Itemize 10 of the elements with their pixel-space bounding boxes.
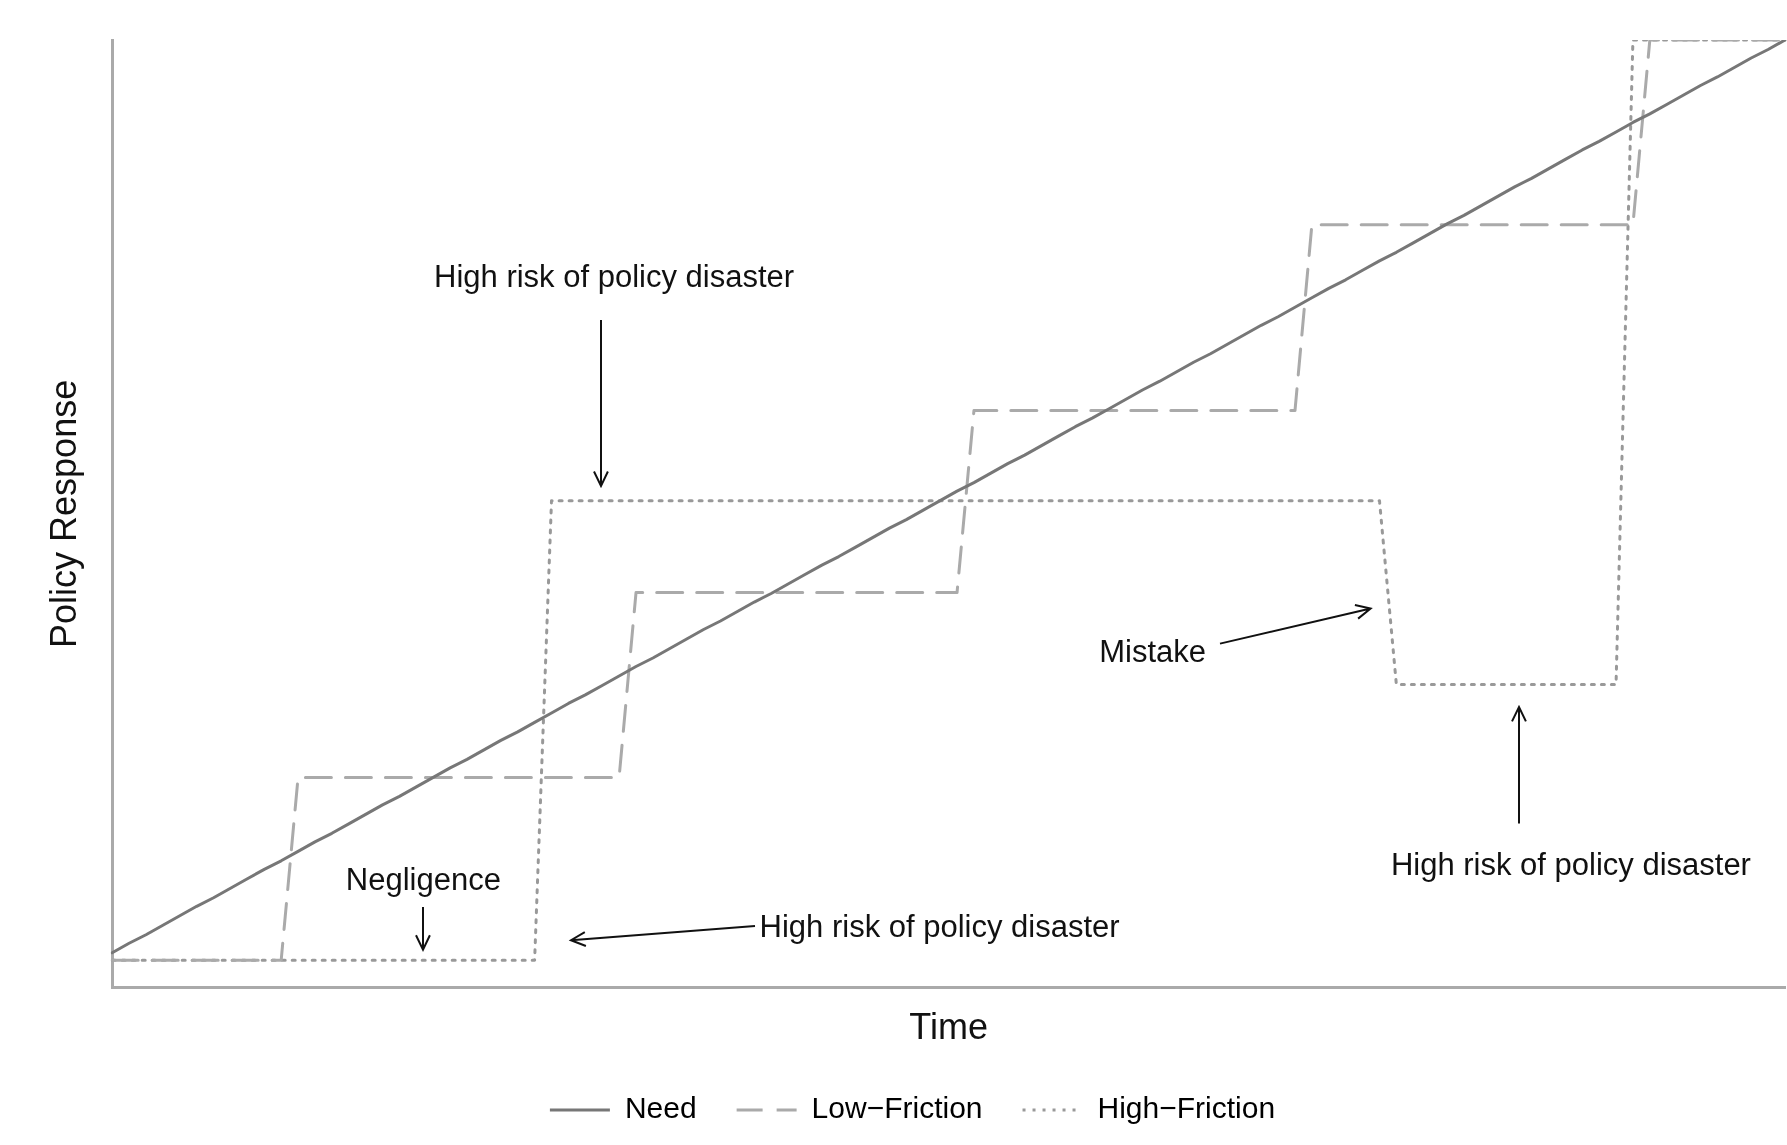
legend-label: Need <box>624 1091 697 1125</box>
annotation: High risk of policy disaster <box>434 259 795 295</box>
annotation: Negligence <box>345 862 501 898</box>
x-axis-title: Time <box>909 1006 988 1048</box>
y-axis-title: Policy Response <box>42 379 84 648</box>
legend-label: High−Friction <box>1097 1091 1276 1125</box>
legend-label: Low−Friction <box>811 1091 983 1125</box>
annotation: Mistake <box>1099 633 1206 669</box>
annotation: High risk of policy disaster <box>1390 847 1751 883</box>
annotation: High risk of policy disaster <box>759 908 1120 944</box>
